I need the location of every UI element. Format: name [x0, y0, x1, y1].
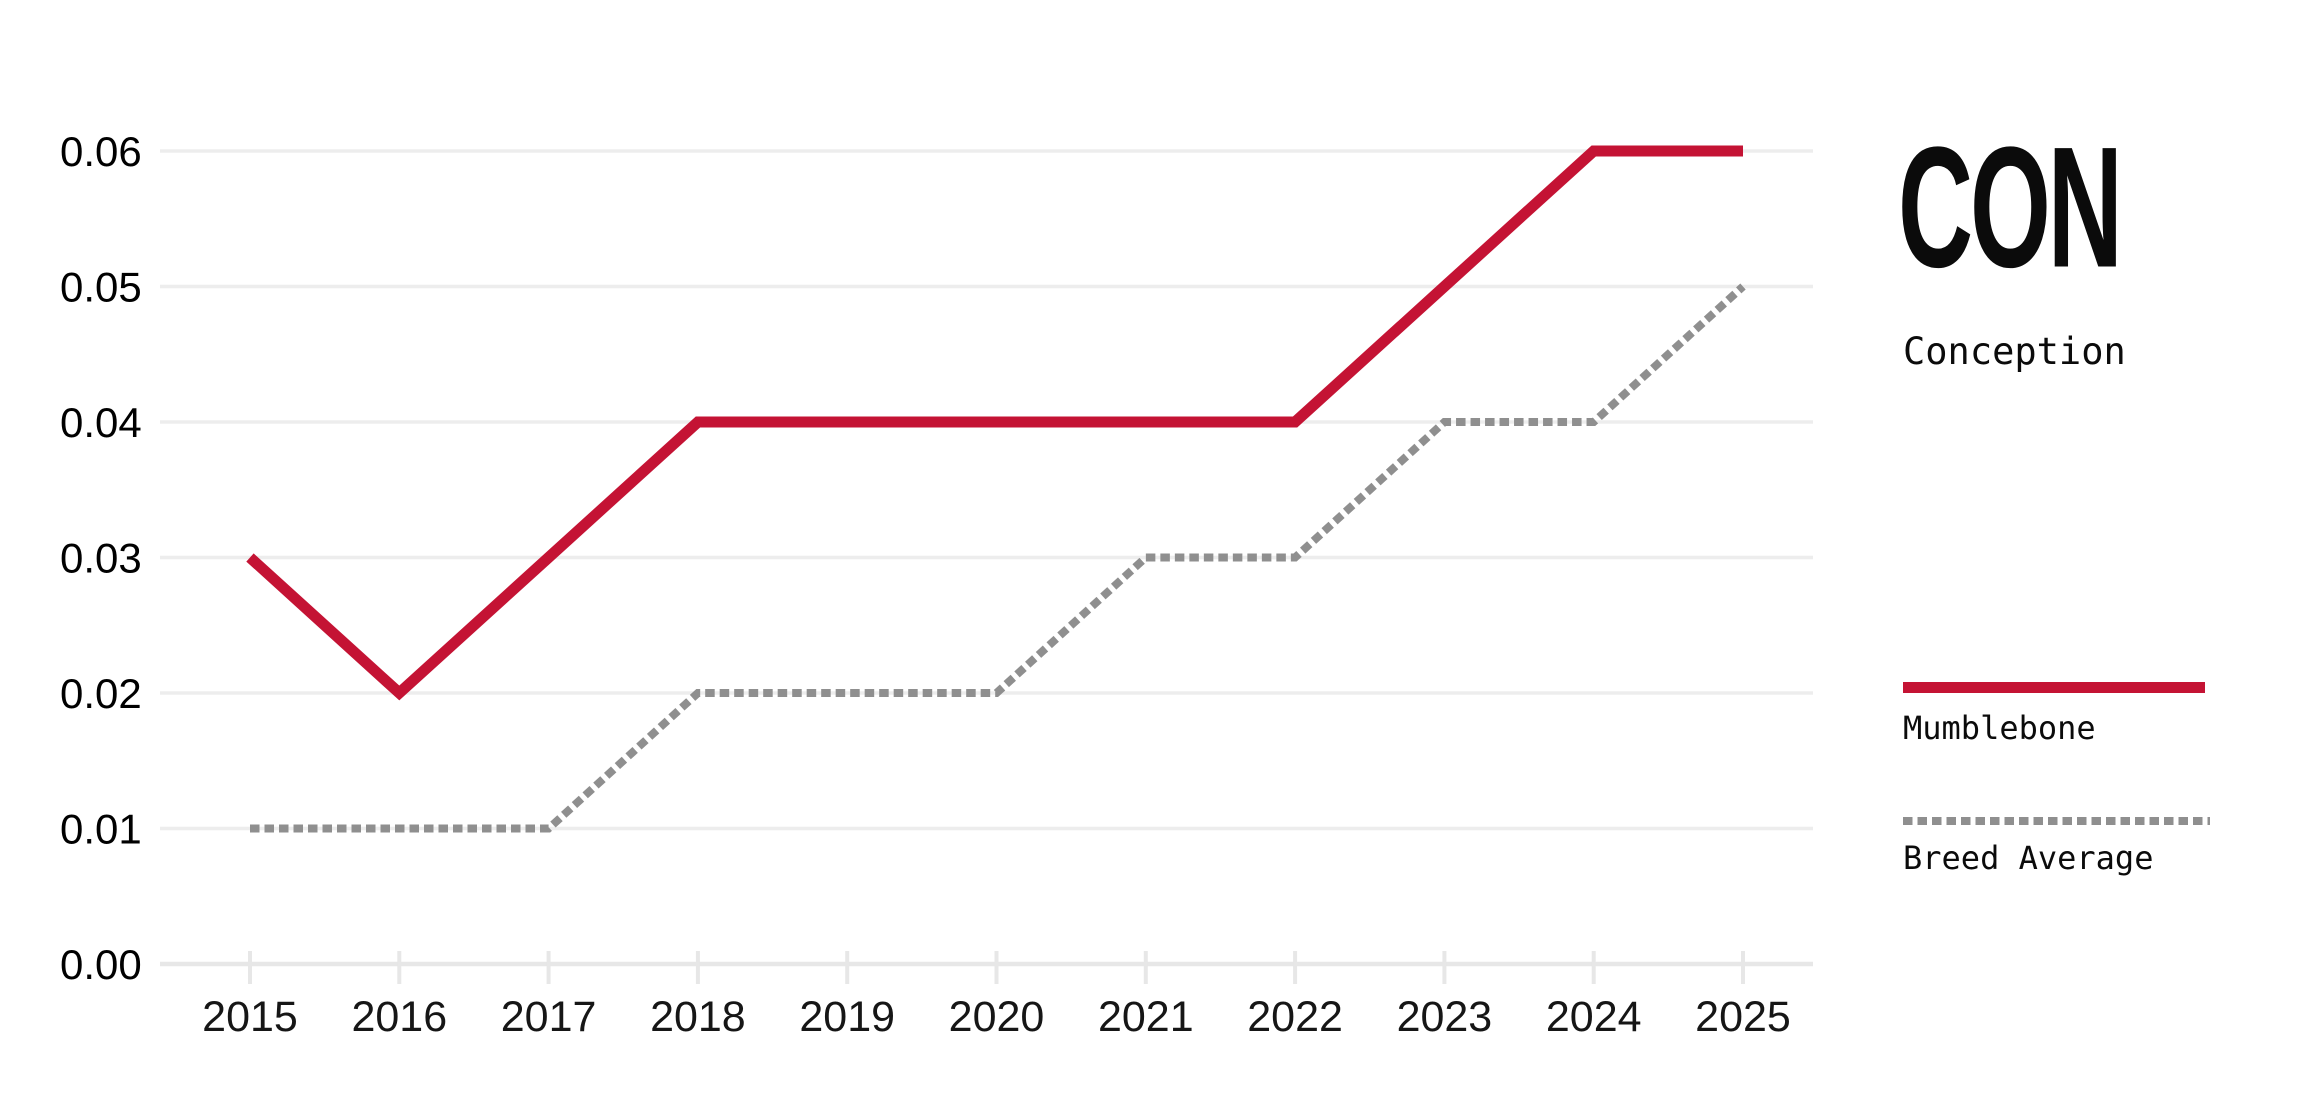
- trait-abbreviation-title: CON: [1898, 111, 2123, 305]
- x-axis-label: 2019: [799, 993, 895, 1041]
- series-line-mumblebone: [246, 145, 1743, 701]
- series-line-breed-average: [250, 283, 1746, 833]
- y-axis-label: 0.05: [60, 264, 142, 311]
- y-axis-label: 0.01: [60, 806, 142, 853]
- x-axis-label: 2024: [1546, 993, 1642, 1041]
- conception-trend-chart: 0.00 0.01 0.02 0.03 0.04 0.05 0.06 2015 2016 2017…: [60, 128, 1813, 1041]
- x-axis-label: 2016: [351, 993, 447, 1041]
- y-axis-label: 0.03: [60, 535, 142, 582]
- x-axis-label: 2018: [650, 993, 746, 1041]
- trait-name-subtitle: Conception: [1903, 330, 2126, 373]
- x-axis-label: 2022: [1247, 993, 1343, 1041]
- x-axis-label: 2020: [949, 993, 1045, 1041]
- x-axis-label: 2015: [202, 993, 298, 1041]
- legend-label-mumblebone: Mumblebone: [1903, 709, 2096, 747]
- x-axis-label: 2021: [1098, 993, 1194, 1041]
- y-axis-label: 0.00: [60, 941, 142, 988]
- x-axis-label: 2025: [1695, 993, 1791, 1041]
- legend-swatch-breed-average: [1903, 817, 2210, 825]
- x-axis-label: 2023: [1397, 993, 1493, 1041]
- x-axis-label: 2017: [501, 993, 597, 1041]
- y-axis-label: 0.04: [60, 399, 142, 446]
- y-axis-label: 0.02: [60, 670, 142, 717]
- side-panel: CON Conception Mumblebone Breed Average: [1898, 0, 2320, 1120]
- legend-label-breed-average: Breed Average: [1903, 839, 2154, 877]
- y-axis-label: 0.06: [60, 128, 142, 175]
- legend-swatch-mumblebone: [1903, 682, 2205, 693]
